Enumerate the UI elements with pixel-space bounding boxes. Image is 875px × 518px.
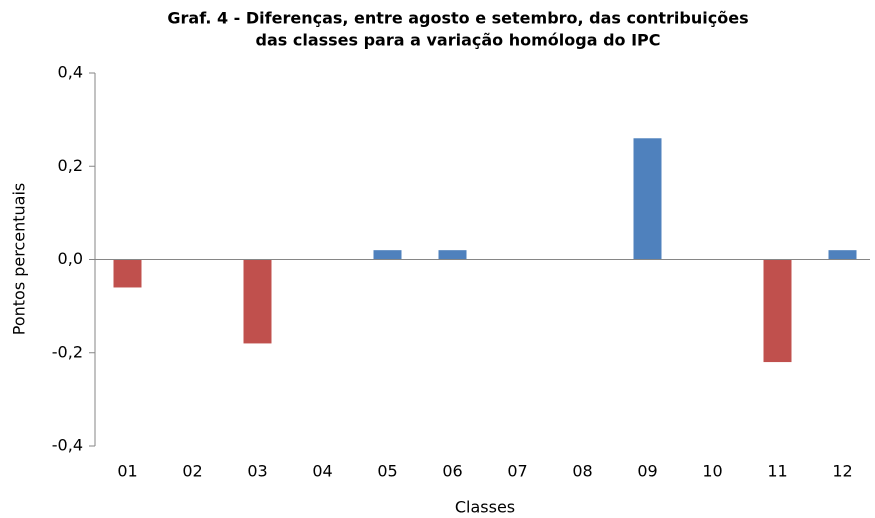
chart-title: das classes para a variação homóloga do … [256,31,661,50]
y-tick-label: 0,4 [58,63,83,82]
bar [633,138,662,260]
x-tick-label: 10 [702,462,722,481]
bar [828,250,857,260]
x-tick-label: 09 [637,462,657,481]
x-tick-label: 03 [247,462,267,481]
bar [113,259,142,288]
y-tick-label: -0,2 [52,342,83,361]
y-tick-label: 0,2 [58,156,83,175]
x-axis-label: Classes [455,498,515,517]
x-tick-label: 11 [767,462,787,481]
x-tick-label: 04 [312,462,332,481]
x-tick-label: 06 [442,462,462,481]
x-tick-label: 08 [572,462,592,481]
bar [438,250,467,260]
x-tick-label: 05 [377,462,397,481]
x-tick-label: 01 [117,462,137,481]
x-tick-label: 07 [507,462,527,481]
x-tick-label: 12 [832,462,852,481]
bar [243,259,272,344]
x-tick-label: 02 [182,462,202,481]
y-tick-label: 0,0 [58,249,83,268]
y-tick-label: -0,4 [52,436,83,455]
chart-title: Graf. 4 - Diferenças, entre agosto e set… [167,9,748,28]
bar [373,250,402,260]
y-axis-label: Pontos percentuais [10,183,29,336]
bar [763,259,792,363]
